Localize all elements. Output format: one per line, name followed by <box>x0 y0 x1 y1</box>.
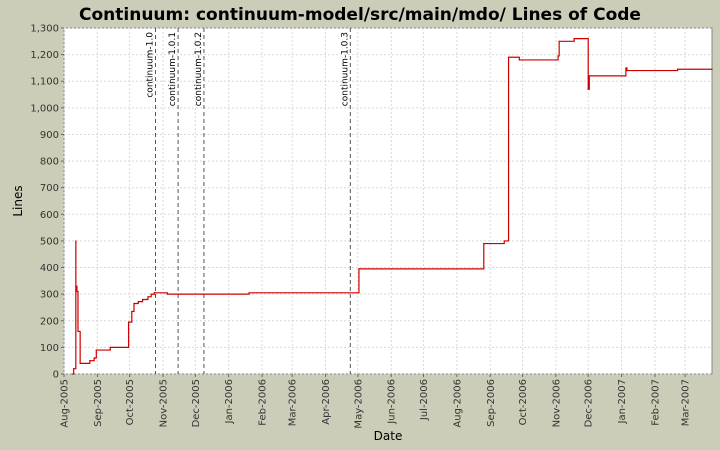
y-tick-label: 800 <box>40 157 59 168</box>
release-markers: continuum-1.0 continuum-1.0.1 continuum-1.… <box>145 28 351 374</box>
data-point <box>626 69 628 72</box>
data-point <box>248 292 250 294</box>
data-point <box>558 40 560 42</box>
x-tick-label: Jul-2006 <box>419 379 430 421</box>
x-tick-label: Mar-2007 <box>681 379 692 426</box>
data-point <box>137 301 139 303</box>
y-axis-label: Lines <box>11 185 25 216</box>
y-tick-label: 300 <box>40 290 59 301</box>
grid-lines <box>63 27 712 375</box>
y-tick-label: 1,000 <box>30 103 59 114</box>
x-tick-label: May-2006 <box>353 379 364 429</box>
y-tick-label: 200 <box>40 316 59 327</box>
data-point <box>93 357 95 359</box>
x-tick-label: Nov-2005 <box>159 379 170 427</box>
data-point <box>75 285 77 287</box>
y-tick-label: 700 <box>40 183 59 194</box>
x-tick-label: Aug-2005 <box>60 379 71 428</box>
x-tick-label: Dec-2005 <box>191 379 202 427</box>
data-point <box>89 360 91 362</box>
y-tick-label: 1,200 <box>30 50 59 61</box>
data-point <box>166 293 168 295</box>
x-tick-label: Sep-2005 <box>93 379 104 427</box>
data-point <box>127 321 130 323</box>
data-point <box>557 55 559 57</box>
data-point <box>141 298 144 301</box>
y-tick-label: 900 <box>40 130 59 141</box>
x-tick-label: Apr-2006 <box>321 379 332 425</box>
data-point <box>73 368 75 370</box>
y-tick-label: 0 <box>53 370 59 381</box>
chart-title: Continuum: continuum-model/src/main/mdo/… <box>79 5 641 25</box>
data-point <box>95 349 97 351</box>
data-point <box>133 302 135 305</box>
release-marker-label: continuum-1.0.2 <box>194 32 204 106</box>
data-point <box>77 330 79 333</box>
data-point <box>79 362 81 364</box>
y-tick-label: 600 <box>40 210 59 221</box>
x-tick-label: Feb-2007 <box>650 379 661 426</box>
x-tick-label: Jan-2007 <box>617 379 628 424</box>
x-tick-label: Feb-2006 <box>258 379 269 426</box>
data-point <box>131 310 133 313</box>
x-tick-label: Aug-2006 <box>452 379 463 428</box>
y-tick-label: 1,300 <box>30 24 59 35</box>
x-tick-label: Nov-2006 <box>551 379 562 427</box>
data-point <box>76 290 78 293</box>
data-point <box>507 56 510 58</box>
y-axis: 0 100 200 300 400 500 600 700 800 900 1,000 1,100 1,… <box>30 24 64 381</box>
data-point <box>150 293 152 295</box>
data-point <box>587 88 589 90</box>
release-marker-label: continuum-1.0 <box>145 32 155 98</box>
x-tick-label: Oct-2006 <box>518 379 529 425</box>
x-axis: Aug-2005 Sep-2005 Oct-2005 Nov-2005 Dec-2005… <box>60 374 692 429</box>
data-point <box>483 242 485 245</box>
data-point <box>153 292 156 294</box>
data-point <box>75 240 77 242</box>
y-tick-label: 1,100 <box>30 77 59 88</box>
data-point <box>588 75 590 77</box>
x-tick-label: Sep-2006 <box>486 379 497 427</box>
y-tick-label: 100 <box>40 343 59 354</box>
data-point <box>147 296 149 298</box>
data-point <box>573 38 575 40</box>
data-point <box>72 373 74 375</box>
x-tick-label: Mar-2006 <box>288 379 299 426</box>
data-point <box>518 59 520 61</box>
release-marker-label: continuum-1.0.3 <box>340 32 350 106</box>
data-point <box>676 68 679 70</box>
x-axis-label: Date <box>374 429 403 443</box>
data-point <box>711 68 713 70</box>
series-layer <box>72 38 713 375</box>
data-point <box>358 268 360 270</box>
data-point <box>625 67 627 69</box>
y-tick-label: 500 <box>40 236 59 247</box>
data-point <box>503 240 505 242</box>
x-tick-label: Oct-2005 <box>125 379 136 425</box>
x-tick-label: Jan-2006 <box>224 379 235 424</box>
plot-area <box>63 27 713 375</box>
data-point <box>109 346 111 348</box>
x-tick-label: Dec-2006 <box>584 379 595 427</box>
release-marker-label: continuum-1.0.1 <box>168 32 178 106</box>
x-tick-label: Jun-2006 <box>387 379 398 425</box>
y-tick-label: 400 <box>40 263 59 274</box>
